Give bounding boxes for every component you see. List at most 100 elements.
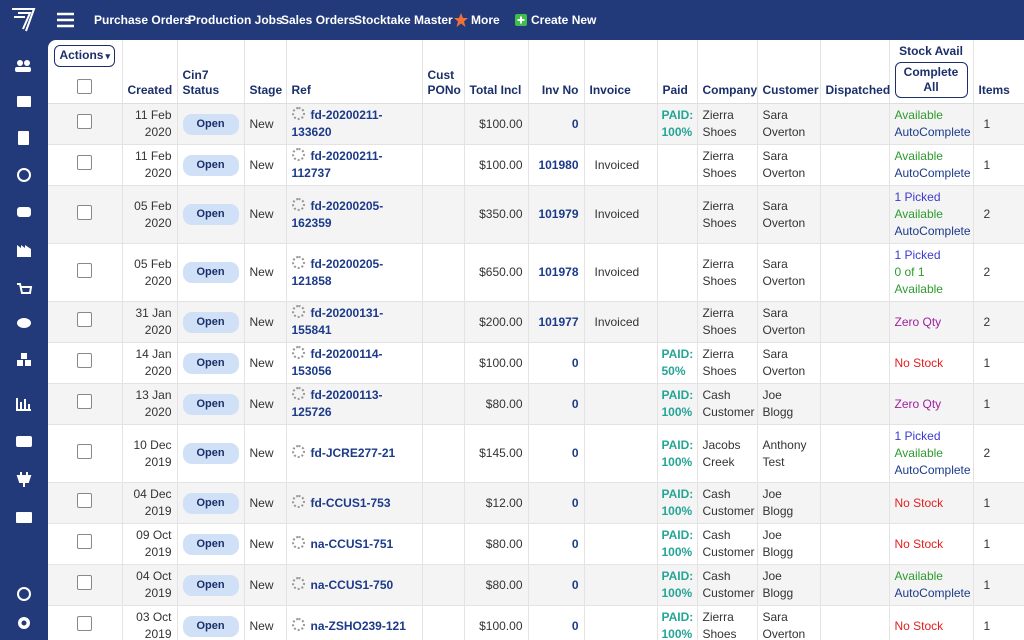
order-ref[interactable]: fd-20200205-121858 bbox=[291, 256, 384, 288]
nav-more[interactable]: More bbox=[471, 13, 500, 27]
order-ref[interactable]: fd-20200113-125726 bbox=[291, 388, 383, 419]
cell bbox=[584, 383, 658, 425]
order-ref[interactable]: na-CCUS1-750 bbox=[310, 577, 394, 592]
inv-no[interactable]: 101980 bbox=[538, 157, 579, 172]
stock-status: Available bbox=[894, 207, 943, 221]
cell: Sara Overton bbox=[757, 185, 821, 244]
checkbox[interactable] bbox=[77, 79, 93, 94]
inv-no[interactable]: 101977 bbox=[538, 314, 579, 329]
cell bbox=[584, 424, 658, 483]
gear-icon bbox=[291, 107, 305, 120]
header-cell: Inv No bbox=[528, 40, 585, 104]
cell: $100.00 bbox=[464, 144, 529, 186]
company: Cash Customer bbox=[702, 569, 755, 600]
checkbox[interactable] bbox=[77, 353, 93, 368]
checkbox[interactable] bbox=[77, 575, 93, 590]
nav-link[interactable]: Stocktake Master bbox=[354, 13, 453, 27]
customer: Joe Blogg bbox=[762, 487, 794, 518]
status-pill: Open bbox=[182, 393, 239, 415]
total: $100.00 bbox=[479, 157, 523, 172]
gear-icon bbox=[291, 197, 305, 211]
cell: Cash Customer bbox=[697, 482, 758, 524]
checkbox[interactable] bbox=[77, 262, 93, 278]
checkbox[interactable] bbox=[77, 204, 93, 220]
inv-no[interactable]: 0 bbox=[571, 577, 579, 592]
inv-no[interactable]: 101979 bbox=[538, 207, 579, 221]
cell: Sara Overton bbox=[757, 605, 821, 640]
total: $650.00 bbox=[479, 265, 523, 279]
header-cell: Stage bbox=[244, 40, 287, 104]
cell bbox=[820, 103, 890, 145]
cell: 1 bbox=[973, 144, 1024, 186]
checkbox[interactable] bbox=[77, 312, 93, 327]
cell: 11 Feb 2020 bbox=[122, 144, 178, 186]
checkbox[interactable] bbox=[77, 443, 93, 459]
gear-icon bbox=[291, 576, 305, 590]
cell: 101979 bbox=[528, 185, 585, 244]
order-row: 13 Jan 2020 Open New fd-20200113-125726 $80.… bbox=[48, 383, 1024, 425]
order-row: 14 Jan 2020 Open New fd-20200114-153056 $100… bbox=[48, 342, 1024, 384]
cell: New bbox=[244, 301, 287, 343]
header-label: Created bbox=[127, 83, 173, 97]
status-pill: Open bbox=[182, 492, 239, 514]
order-ref[interactable]: fd-20200114-153056 bbox=[291, 347, 383, 378]
order-row: 11 Feb 2020 Open New fd-20200211-112737 $100… bbox=[48, 144, 1024, 186]
nav-create[interactable]: Create New bbox=[531, 13, 597, 27]
checkbox[interactable] bbox=[77, 114, 93, 129]
cell: New bbox=[244, 144, 287, 186]
cell: fd-20200131-155841 bbox=[286, 301, 423, 343]
inv-no[interactable]: 101978 bbox=[538, 265, 579, 279]
cell bbox=[48, 523, 123, 565]
cell: Open bbox=[177, 383, 245, 425]
inv-no[interactable]: 0 bbox=[571, 446, 579, 460]
complete-all-button[interactable]: Complete All bbox=[894, 62, 968, 98]
stage: New bbox=[249, 577, 274, 592]
inv-no[interactable]: 0 bbox=[571, 116, 579, 131]
cell: Cash Customer bbox=[697, 564, 758, 606]
checkbox[interactable] bbox=[77, 155, 93, 170]
checkbox[interactable] bbox=[77, 534, 93, 549]
order-ref[interactable]: fd-20200211-112737 bbox=[291, 149, 383, 180]
items: 1 bbox=[983, 355, 991, 370]
cell bbox=[422, 564, 465, 606]
inv-no[interactable]: 0 bbox=[571, 396, 579, 411]
order-ref[interactable]: fd-CCUS1-753 bbox=[310, 495, 391, 510]
stock-status: Available bbox=[894, 569, 943, 583]
checkbox[interactable] bbox=[77, 616, 93, 631]
order-ref[interactable]: fd-20200205-162359 bbox=[291, 198, 384, 230]
cell: 1 Picked Available AutoComplete bbox=[889, 424, 974, 483]
order-ref[interactable]: na-CCUS1-751 bbox=[310, 536, 394, 551]
checkbox[interactable] bbox=[77, 394, 93, 409]
paid: PAID: 100% bbox=[661, 569, 694, 600]
created: 14 Jan 2020 bbox=[135, 347, 172, 378]
items: 1 bbox=[983, 116, 991, 131]
cell: Invoiced bbox=[584, 301, 658, 343]
cell bbox=[820, 185, 890, 244]
nav-link[interactable]: Production Jobs bbox=[188, 13, 283, 27]
nav-link[interactable]: Sales Orders bbox=[281, 13, 356, 27]
inv-no[interactable]: 0 bbox=[571, 618, 579, 633]
order-ref[interactable]: fd-JCRE277-21 bbox=[310, 446, 396, 460]
cell: 101977 bbox=[528, 301, 585, 343]
inv-no[interactable]: 0 bbox=[571, 495, 579, 510]
cell: $650.00 bbox=[464, 243, 529, 302]
status-pill: Open bbox=[182, 113, 239, 135]
inv-no[interactable]: 0 bbox=[571, 536, 579, 551]
order-ref[interactable]: fd-20200211-133620 bbox=[291, 108, 383, 139]
actions-button[interactable]: Actions ▾ bbox=[54, 45, 116, 67]
cell bbox=[48, 243, 123, 302]
order-ref[interactable]: fd-20200131-155841 bbox=[291, 306, 384, 337]
cell: New bbox=[244, 243, 287, 302]
cell: PAID: 100% bbox=[657, 424, 698, 483]
cell: Open bbox=[177, 424, 245, 483]
paid: PAID: 100% bbox=[661, 610, 694, 640]
inv-no[interactable]: 0 bbox=[571, 355, 579, 370]
gear-icon bbox=[291, 387, 305, 400]
paid: PAID: 100% bbox=[661, 388, 694, 419]
nav-link[interactable]: Purchase Orders bbox=[94, 13, 191, 27]
gear-icon bbox=[291, 494, 305, 508]
order-ref[interactable]: na-ZSHO239-121 bbox=[310, 618, 406, 633]
cell: fd-CCUS1-753 bbox=[286, 482, 423, 524]
checkbox[interactable] bbox=[77, 493, 93, 508]
